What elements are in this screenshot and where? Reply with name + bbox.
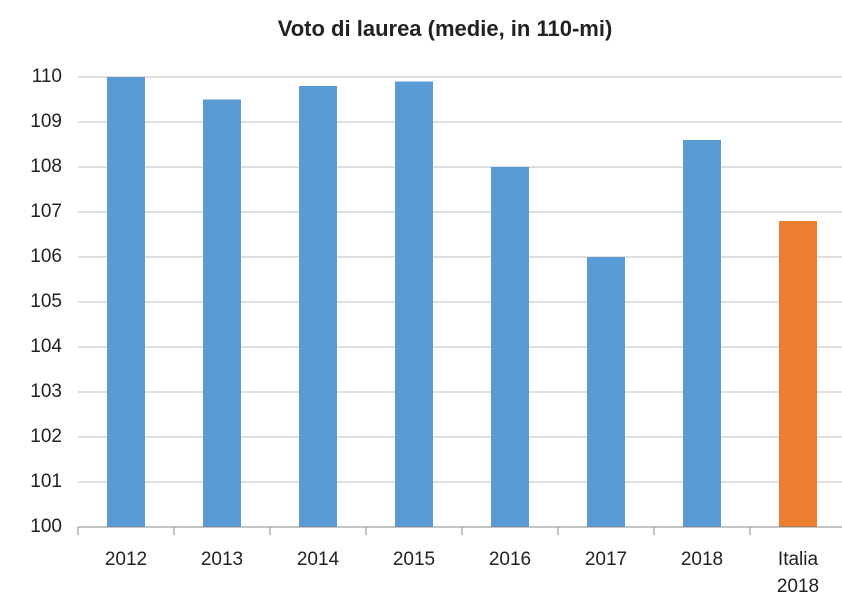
y-tick-label: 108	[30, 156, 62, 177]
bar	[203, 99, 241, 527]
x-tick-label: Italia 2018	[776, 549, 820, 597]
y-tick-label: 103	[30, 381, 62, 402]
bar	[779, 221, 817, 527]
y-tick-label: 107	[30, 201, 62, 222]
bar	[395, 81, 433, 527]
bar	[683, 140, 721, 527]
y-tick-label: 104	[30, 336, 62, 357]
x-tick-label: 2013	[200, 549, 244, 570]
bar	[587, 257, 625, 527]
x-tick-label: 2012	[104, 549, 148, 570]
y-tick-label: 102	[30, 426, 62, 447]
y-tick-label: 106	[30, 246, 62, 267]
x-tick-label: 2017	[584, 549, 628, 570]
x-tick-label: 2016	[488, 549, 532, 570]
x-tick-label: 2018	[680, 549, 724, 570]
y-tick-label: 109	[30, 111, 62, 132]
y-tick-label: 105	[30, 291, 62, 312]
y-tick-label: 101	[30, 471, 62, 492]
y-tick-label: 100	[30, 516, 62, 537]
x-tick-label: 2015	[392, 549, 436, 570]
chart-title: Voto di laurea (medie, in 110-mi)	[278, 16, 613, 41]
x-tick-label: 2014	[296, 549, 340, 570]
y-tick-label: 110	[32, 66, 62, 87]
bar	[107, 77, 145, 527]
bar	[491, 167, 529, 527]
bar	[299, 86, 337, 527]
